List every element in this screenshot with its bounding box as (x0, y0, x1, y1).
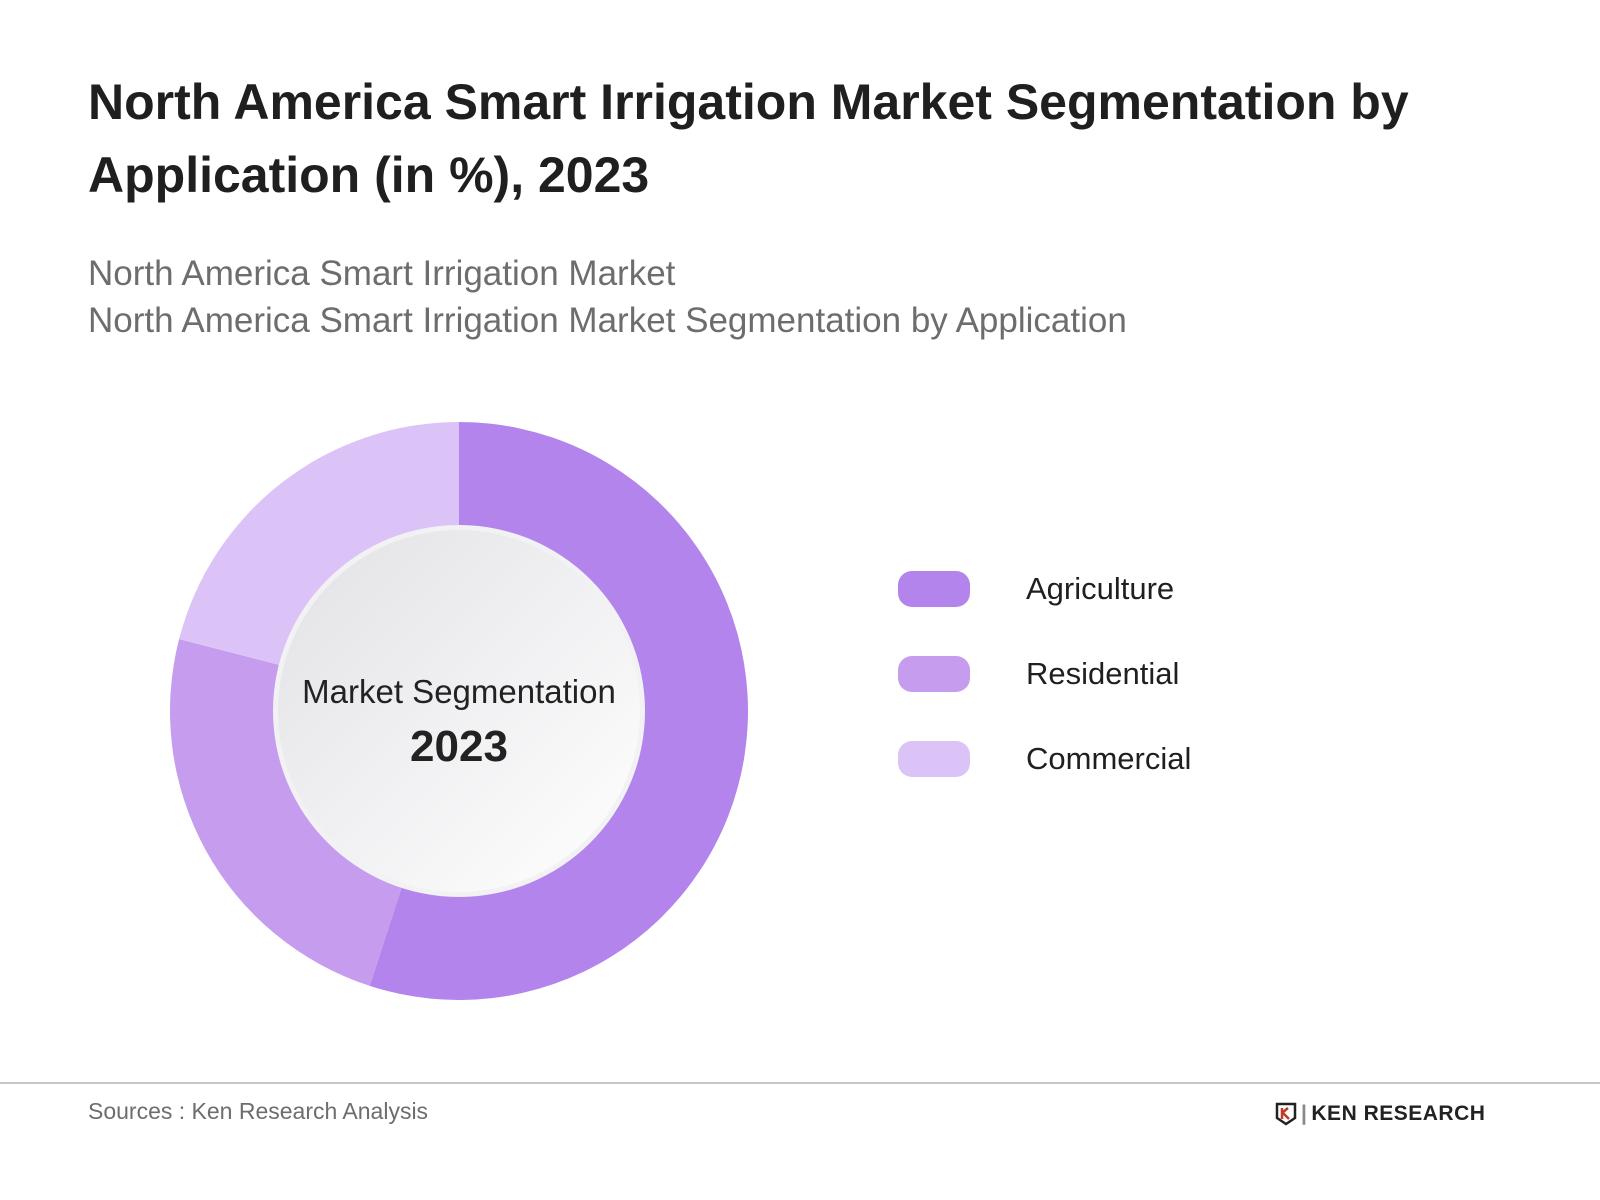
legend-label: Agriculture (1026, 571, 1175, 606)
ken-research-logo: | KEN RESEARCH (1275, 1102, 1485, 1126)
legend-swatch (898, 571, 970, 607)
center-label: Market Segmentation (302, 673, 616, 710)
subtitle-line-2: North America Smart Irrigation Market Se… (88, 301, 1127, 340)
source-note: Sources : Ken Research Analysis (88, 1098, 429, 1124)
center-value: 2023 (410, 722, 508, 771)
logo-text: KEN RESEARCH (1311, 1102, 1486, 1125)
legend-item-commercial: Commercial (898, 741, 1191, 777)
legend-label: Commercial (1026, 741, 1192, 776)
legend-label: Residential (1026, 656, 1180, 691)
legend-item-agriculture: Agriculture (898, 571, 1174, 607)
slice-commercial (179, 422, 459, 674)
donut-center (278, 530, 640, 892)
legend-swatch (898, 741, 970, 777)
slice-residential (170, 639, 413, 986)
subtitle-line-1: North America Smart Irrigation Market (88, 254, 676, 293)
legend-swatch (898, 656, 970, 692)
ken-logo-icon (1275, 1102, 1297, 1126)
chart-title: North America Smart Irrigation Market Se… (88, 74, 1409, 203)
footer-divider (0, 1082, 1600, 1084)
legend-item-residential: Residential (898, 656, 1179, 692)
donut-chart (170, 422, 749, 1000)
slice-agriculture (369, 422, 749, 1000)
